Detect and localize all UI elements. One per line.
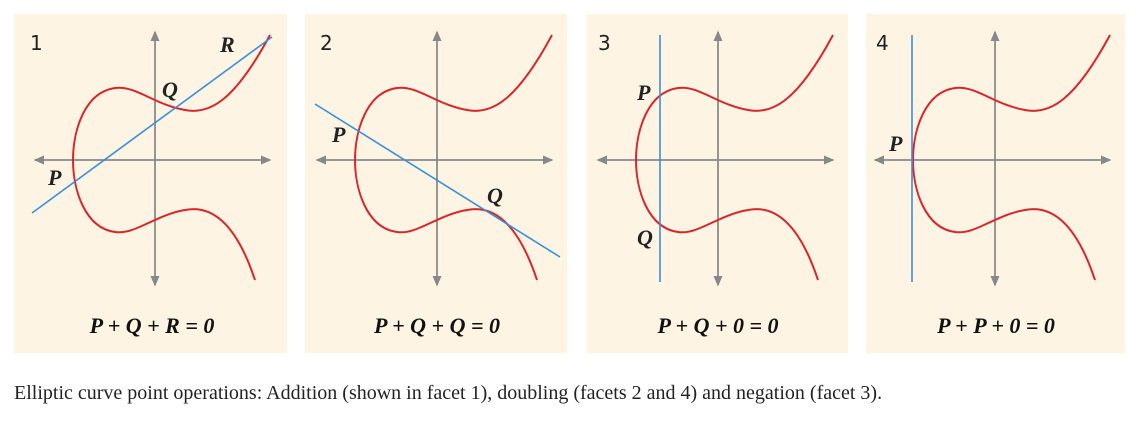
- panel-number: 1: [30, 31, 43, 55]
- caption: Elliptic curve point operations: Additio…: [14, 382, 882, 404]
- point-label: Q: [637, 225, 653, 250]
- panel-number: 2: [320, 31, 333, 55]
- panel-number: 4: [876, 31, 889, 55]
- panel-bg: [305, 14, 567, 353]
- equation: P + Q + Q = 0: [373, 313, 500, 338]
- secant-line: [31, 36, 273, 214]
- equation: P + P + 0 = 0: [936, 313, 1055, 338]
- point-label: P: [636, 80, 651, 105]
- panel-bg: [14, 14, 287, 353]
- equation: P + Q + 0 = 0: [656, 313, 778, 338]
- point-label: R: [219, 32, 235, 57]
- point-label: P: [331, 122, 346, 147]
- panel-number: 3: [598, 31, 611, 55]
- equation: P + Q + R = 0: [89, 313, 215, 338]
- point-label: P: [888, 131, 903, 156]
- point-label: P: [47, 165, 62, 190]
- point-label: Q: [487, 183, 503, 208]
- panels: 1 P Q R P + Q + R = 0 2 P Q P + Q + Q = …: [14, 14, 1125, 353]
- tangent-line: [314, 103, 561, 258]
- point-label: Q: [162, 77, 178, 102]
